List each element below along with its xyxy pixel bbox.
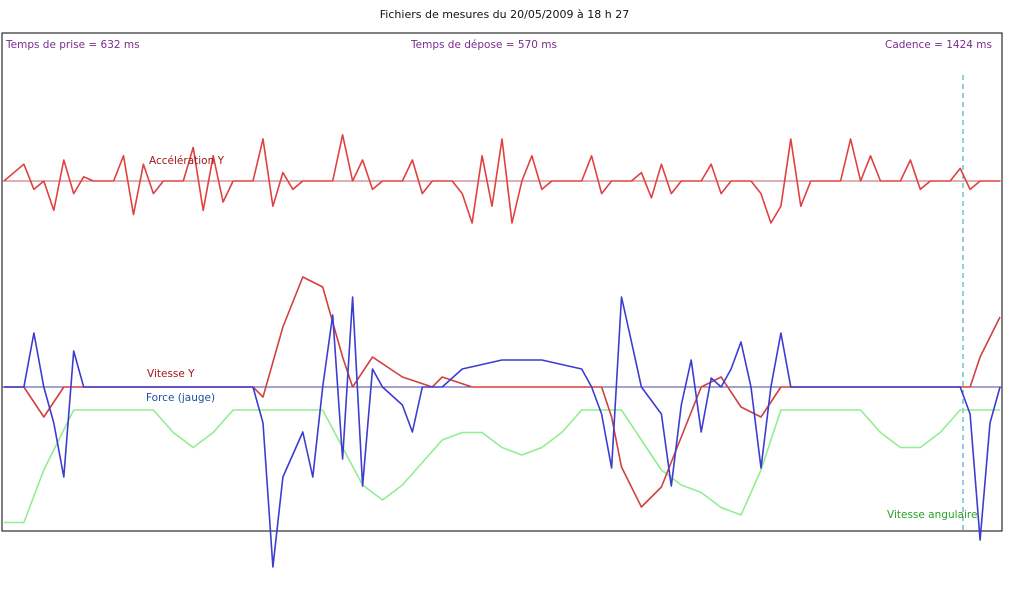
annotation-cadence: Cadence = 1424 ms [885, 39, 992, 51]
annotation-depose: Temps de dépose = 570 ms [410, 39, 557, 51]
series-label-force: Force (jauge) [146, 392, 215, 404]
series-label-vitesse: Vitesse Y [147, 368, 195, 380]
page-title: Fichiers de mesures du 20/05/2009 à 18 h… [379, 8, 630, 21]
series-line-angulaire [4, 409, 1000, 524]
series-line-vitesse [4, 276, 1001, 508]
series-layer [3, 134, 1001, 568]
series-line-force [4, 296, 1001, 568]
annotation-prise: Temps de prise = 632 ms [5, 39, 140, 51]
plot-frame [1, 32, 1003, 532]
series-line-acceleration [3, 134, 1000, 224]
series-label-angulaire: Vitesse angulaire [887, 509, 977, 521]
series-label-acceleration: Accélération Y [149, 155, 225, 167]
